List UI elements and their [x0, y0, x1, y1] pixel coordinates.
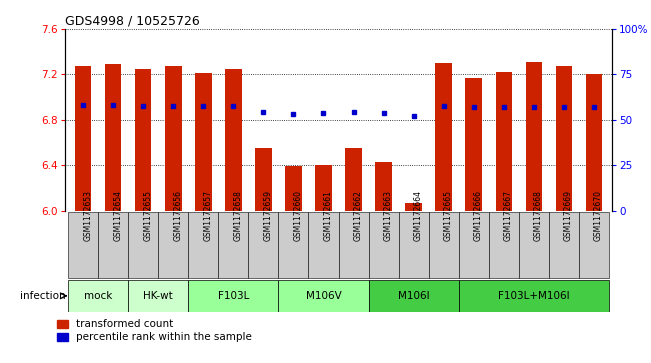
FancyBboxPatch shape — [368, 280, 459, 311]
Bar — [225, 69, 242, 211]
FancyBboxPatch shape — [549, 212, 579, 278]
Text: F103L: F103L — [217, 291, 249, 301]
Text: M106I: M106I — [398, 291, 430, 301]
Bar — [165, 66, 182, 211]
FancyBboxPatch shape — [188, 280, 279, 311]
Bar — [406, 203, 422, 211]
FancyBboxPatch shape — [579, 212, 609, 278]
Text: GSM1172654: GSM1172654 — [113, 190, 122, 241]
FancyBboxPatch shape — [519, 212, 549, 278]
FancyBboxPatch shape — [98, 212, 128, 278]
Bar — [465, 78, 482, 211]
Bar — [195, 73, 212, 211]
Bar — [255, 148, 271, 211]
Text: GSM1172670: GSM1172670 — [594, 190, 603, 241]
Text: GSM1172663: GSM1172663 — [383, 190, 393, 241]
Text: GSM1172660: GSM1172660 — [294, 190, 303, 241]
FancyBboxPatch shape — [68, 280, 128, 311]
Text: GSM1172669: GSM1172669 — [564, 190, 573, 241]
Text: GSM1172659: GSM1172659 — [264, 190, 272, 241]
Text: GSM1172655: GSM1172655 — [143, 190, 152, 241]
Text: infection: infection — [20, 291, 66, 301]
FancyBboxPatch shape — [428, 212, 459, 278]
FancyBboxPatch shape — [68, 212, 98, 278]
FancyBboxPatch shape — [128, 212, 158, 278]
FancyBboxPatch shape — [249, 212, 279, 278]
Bar — [525, 62, 542, 211]
FancyBboxPatch shape — [279, 212, 309, 278]
FancyBboxPatch shape — [188, 212, 218, 278]
Bar — [345, 148, 362, 211]
Bar — [75, 66, 91, 211]
FancyBboxPatch shape — [459, 280, 609, 311]
Legend: transformed count, percentile rank within the sample: transformed count, percentile rank withi… — [57, 319, 252, 342]
Text: GSM1172664: GSM1172664 — [413, 190, 422, 241]
Text: F103L+M106I: F103L+M106I — [498, 291, 570, 301]
FancyBboxPatch shape — [489, 212, 519, 278]
FancyBboxPatch shape — [309, 212, 339, 278]
Text: GSM1172665: GSM1172665 — [444, 190, 452, 241]
Text: M106V: M106V — [305, 291, 341, 301]
Bar — [586, 74, 602, 211]
Text: GSM1172668: GSM1172668 — [534, 190, 543, 241]
FancyBboxPatch shape — [128, 280, 188, 311]
Bar — [105, 64, 122, 211]
Text: GSM1172666: GSM1172666 — [474, 190, 483, 241]
Text: GDS4998 / 10525726: GDS4998 / 10525726 — [65, 15, 200, 28]
FancyBboxPatch shape — [339, 212, 368, 278]
FancyBboxPatch shape — [459, 212, 489, 278]
Bar — [376, 162, 392, 211]
Text: GSM1172656: GSM1172656 — [173, 190, 182, 241]
FancyBboxPatch shape — [218, 212, 249, 278]
Text: GSM1172657: GSM1172657 — [203, 190, 212, 241]
FancyBboxPatch shape — [398, 212, 428, 278]
Text: GSM1172662: GSM1172662 — [353, 190, 363, 241]
Text: GSM1172667: GSM1172667 — [504, 190, 513, 241]
Text: GSM1172661: GSM1172661 — [324, 190, 333, 241]
Bar — [555, 66, 572, 211]
FancyBboxPatch shape — [368, 212, 398, 278]
FancyBboxPatch shape — [158, 212, 188, 278]
FancyBboxPatch shape — [279, 280, 368, 311]
Bar — [436, 63, 452, 211]
Bar — [135, 69, 152, 211]
Bar — [285, 166, 301, 211]
Text: mock: mock — [84, 291, 113, 301]
Bar — [495, 72, 512, 211]
Text: GSM1172658: GSM1172658 — [233, 190, 242, 241]
Text: HK-wt: HK-wt — [143, 291, 173, 301]
Text: GSM1172653: GSM1172653 — [83, 190, 92, 241]
Bar — [315, 165, 332, 211]
